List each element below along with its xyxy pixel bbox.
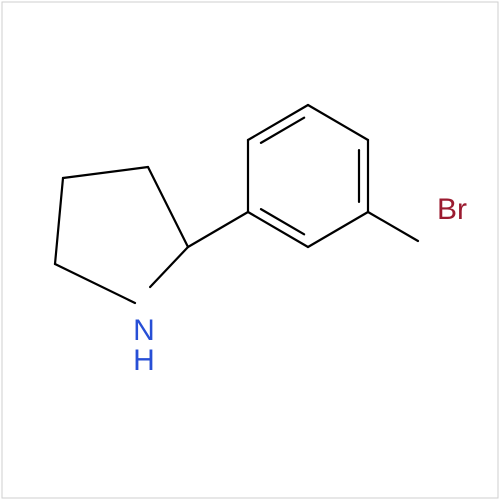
structure-canvas: N H Br: [0, 0, 500, 500]
br-symbol: Br: [437, 193, 467, 226]
n-symbol: N: [133, 314, 155, 347]
n-hydrogen: H: [133, 344, 155, 377]
bromine-label: Br: [422, 195, 482, 225]
bond-layer: [0, 0, 500, 500]
nitrogen-label: N H: [124, 316, 164, 376]
